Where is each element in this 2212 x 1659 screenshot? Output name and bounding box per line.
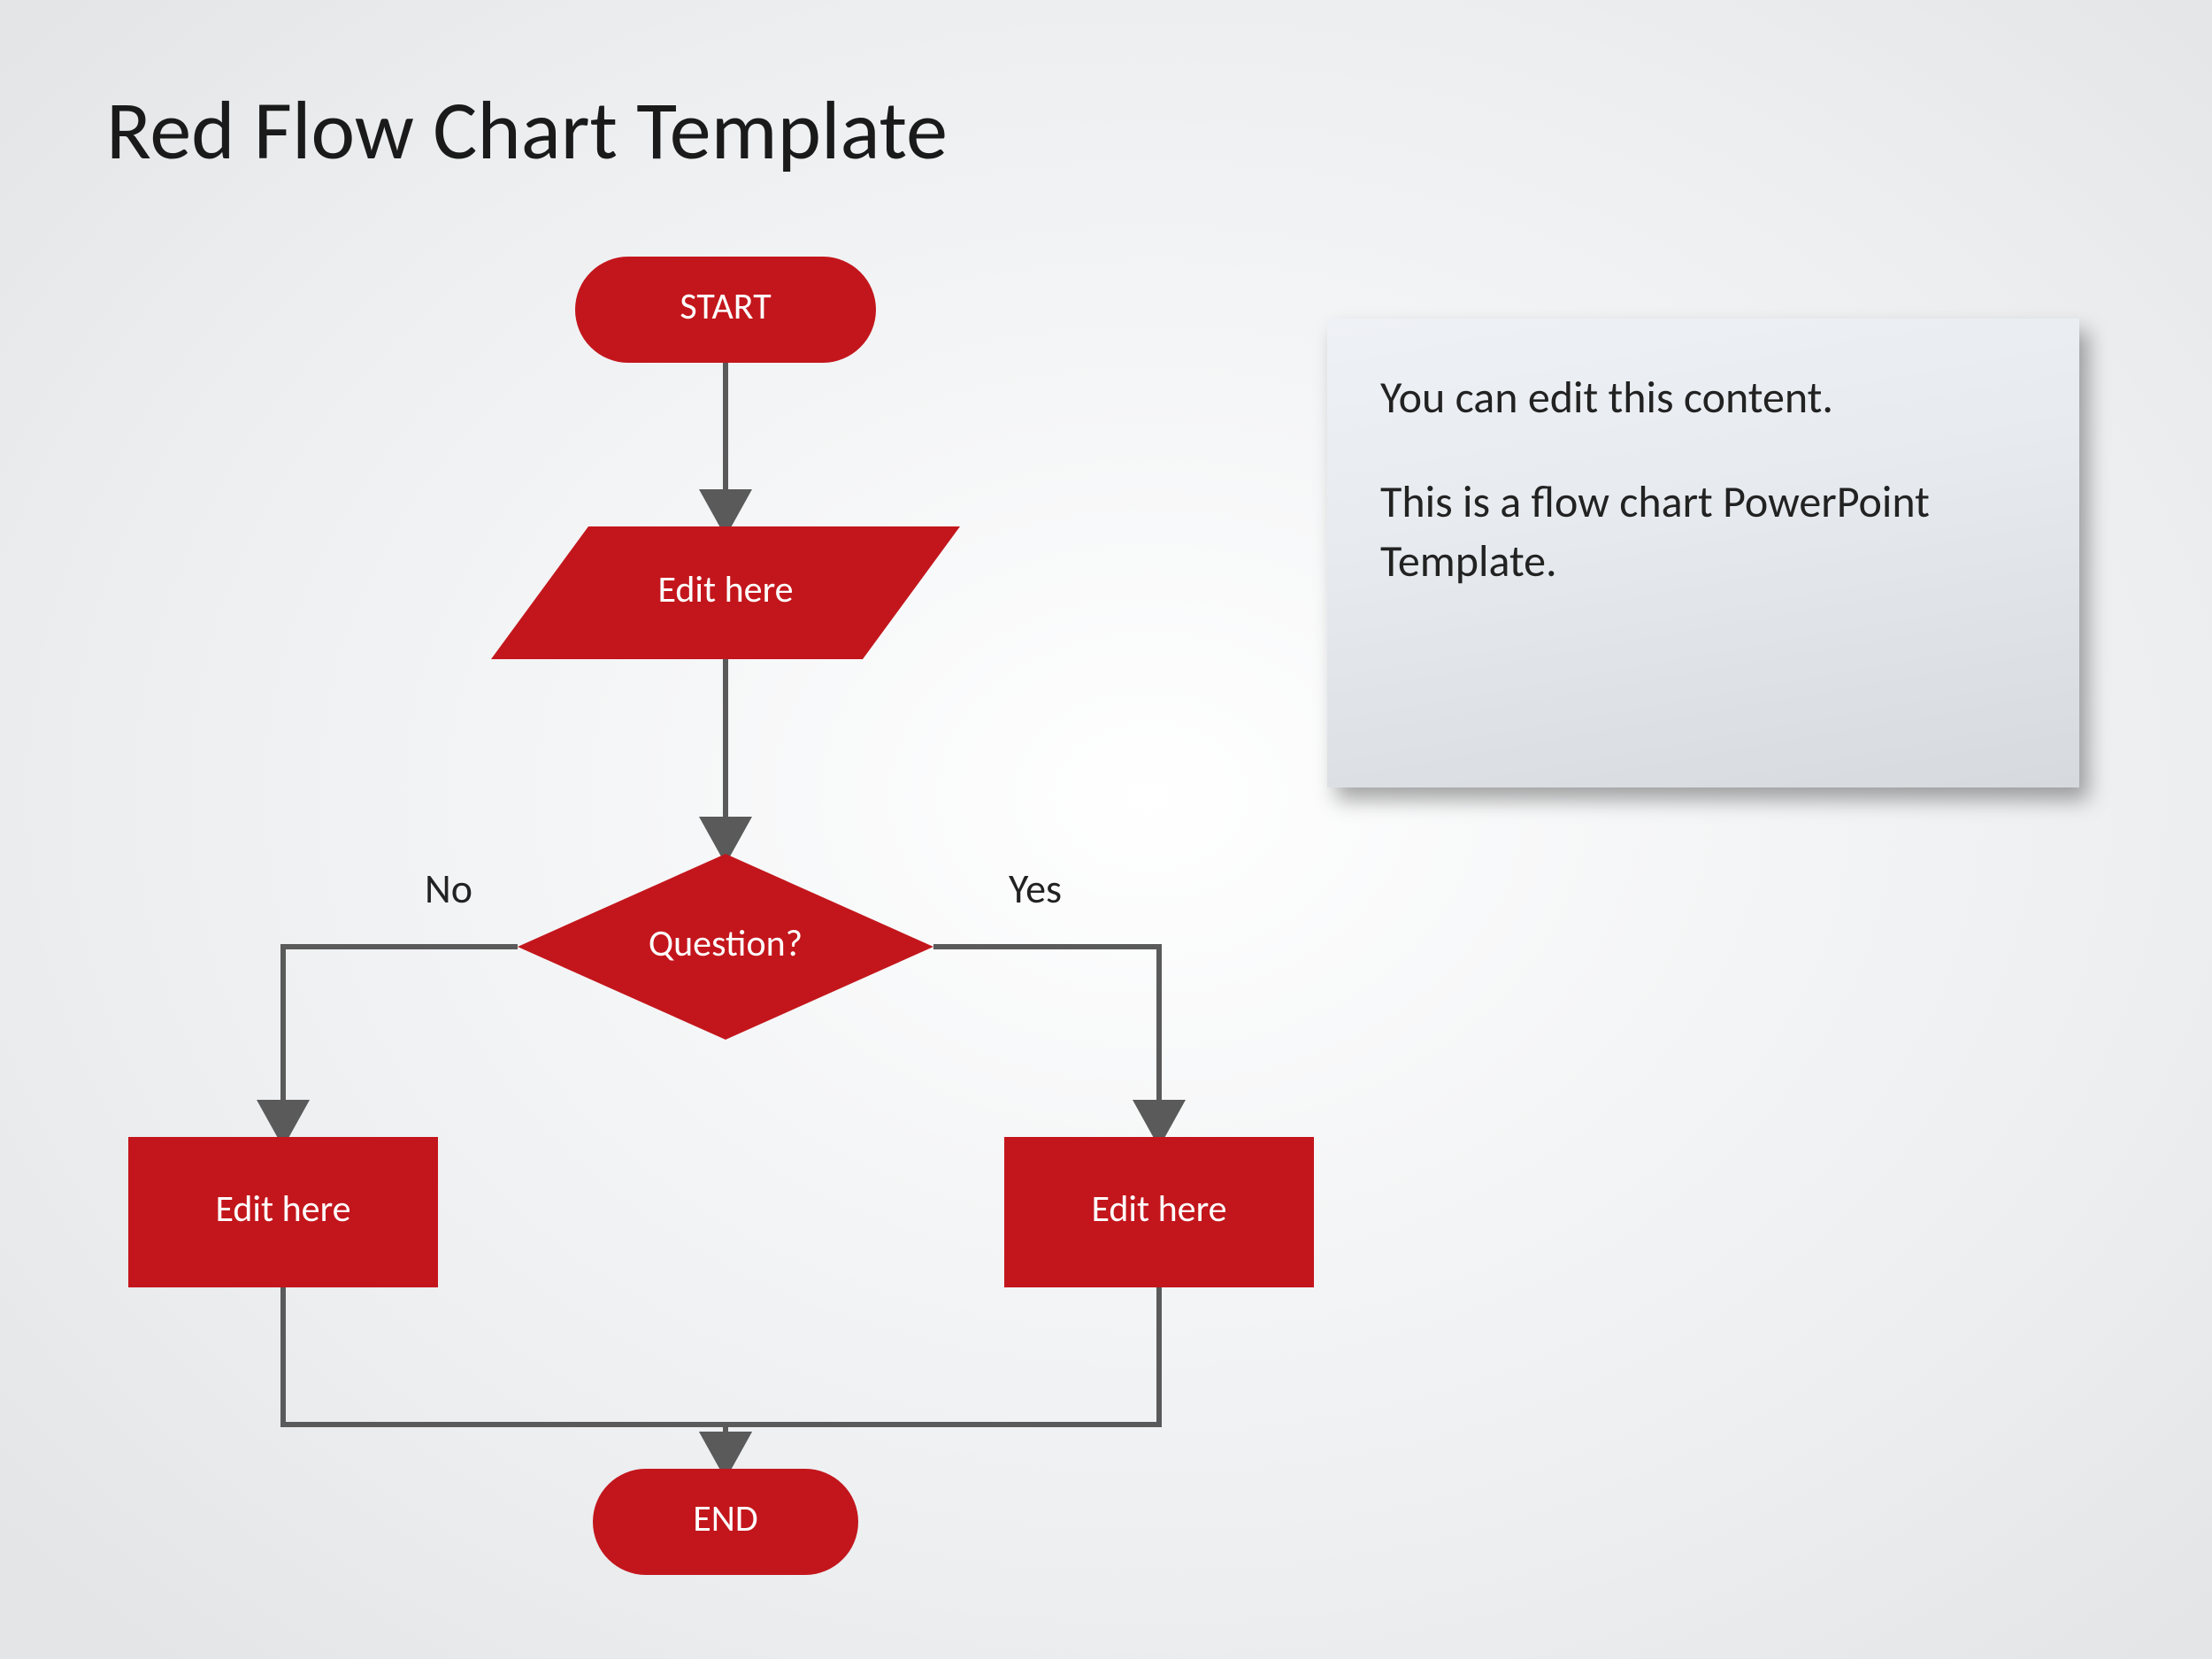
branch-label-no: No <box>425 864 472 914</box>
flowchart-canvas: START Edit here Question? Edit here Edit her… <box>106 248 1345 1628</box>
node-label-start: START <box>680 284 771 329</box>
node-procNo: Edit here <box>128 1137 438 1287</box>
node-label-end: END <box>693 1496 757 1541</box>
connector <box>283 947 518 1137</box>
node-decision: Question? <box>518 854 933 1040</box>
content-callout: You can edit this content. This is a flo… <box>1327 319 2079 787</box>
node-label-procYes: Edit here <box>1091 1187 1226 1232</box>
branch-label-yes: Yes <box>1009 864 1062 914</box>
connector <box>933 947 1159 1137</box>
node-label-procNo: Edit here <box>215 1187 350 1232</box>
node-start: START <box>575 257 876 363</box>
node-label-decision: Question? <box>649 921 803 966</box>
node-procYes: Edit here <box>1004 1137 1314 1287</box>
node-proc1: Edit here <box>491 526 960 659</box>
connector <box>726 1287 1159 1469</box>
node-label-proc1: Edit here <box>657 567 793 612</box>
node-end: END <box>593 1469 858 1575</box>
connector <box>283 1287 726 1469</box>
callout-line-1: You can edit this content. <box>1380 368 2026 428</box>
callout-line-2: This is a flow chart PowerPoint Template… <box>1380 472 2026 592</box>
page-title: Red Flow Chart Template <box>106 80 948 181</box>
